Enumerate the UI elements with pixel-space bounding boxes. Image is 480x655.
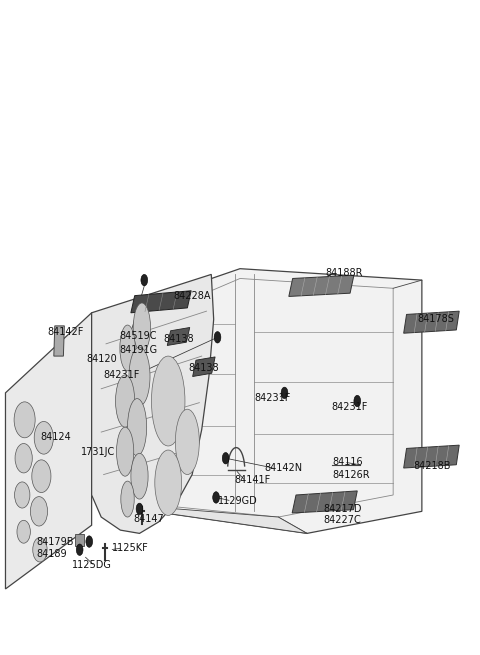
Text: 84189: 84189 <box>36 549 67 559</box>
Circle shape <box>14 402 35 438</box>
Text: 84191G: 84191G <box>120 345 157 354</box>
Ellipse shape <box>131 453 148 499</box>
Circle shape <box>136 503 143 515</box>
Text: 1125DG: 1125DG <box>72 560 111 571</box>
Polygon shape <box>136 506 307 533</box>
Circle shape <box>222 453 229 464</box>
Polygon shape <box>167 328 190 345</box>
Polygon shape <box>136 305 163 509</box>
Text: 84178S: 84178S <box>418 314 455 324</box>
Text: 84231F: 84231F <box>331 402 367 412</box>
Circle shape <box>354 396 360 407</box>
Text: 84124: 84124 <box>40 432 71 442</box>
Text: 84231F: 84231F <box>254 393 291 403</box>
Circle shape <box>86 536 93 548</box>
Circle shape <box>281 387 288 399</box>
Text: 84138: 84138 <box>189 364 219 373</box>
Polygon shape <box>136 269 422 533</box>
Circle shape <box>30 496 48 526</box>
Polygon shape <box>92 274 214 533</box>
Polygon shape <box>292 491 357 513</box>
Circle shape <box>76 544 83 555</box>
Polygon shape <box>5 313 92 589</box>
Circle shape <box>214 331 221 343</box>
Ellipse shape <box>175 409 199 475</box>
Circle shape <box>15 443 32 473</box>
Text: 84188R: 84188R <box>325 268 363 278</box>
Ellipse shape <box>155 450 181 515</box>
Text: 84519C: 84519C <box>120 331 157 341</box>
Polygon shape <box>404 445 459 468</box>
Circle shape <box>14 482 30 508</box>
Ellipse shape <box>116 375 135 427</box>
Polygon shape <box>404 311 459 333</box>
Circle shape <box>141 274 148 286</box>
Polygon shape <box>54 326 64 356</box>
Polygon shape <box>131 291 191 313</box>
Polygon shape <box>192 357 215 377</box>
Text: 84120: 84120 <box>86 354 117 364</box>
Text: 1129GD: 1129GD <box>217 496 257 506</box>
Ellipse shape <box>117 427 134 476</box>
Circle shape <box>17 520 30 543</box>
Ellipse shape <box>121 481 134 517</box>
Text: 84138: 84138 <box>163 334 194 344</box>
Text: 84141F: 84141F <box>234 476 271 485</box>
Text: 84116: 84116 <box>332 457 363 467</box>
Text: 1125KF: 1125KF <box>112 543 148 553</box>
Circle shape <box>213 492 219 503</box>
Circle shape <box>33 538 47 562</box>
FancyBboxPatch shape <box>75 534 84 546</box>
Text: 1731JC: 1731JC <box>81 447 115 457</box>
Text: 84179B: 84179B <box>36 536 74 546</box>
Circle shape <box>32 460 51 493</box>
Ellipse shape <box>120 325 135 371</box>
Text: 84218B: 84218B <box>413 461 451 472</box>
Polygon shape <box>289 275 354 297</box>
Text: 84228A: 84228A <box>173 291 211 301</box>
Text: 84217D: 84217D <box>324 504 362 514</box>
Ellipse shape <box>128 399 147 456</box>
Text: 84231F: 84231F <box>104 370 140 380</box>
Ellipse shape <box>152 356 185 446</box>
Circle shape <box>34 421 53 454</box>
Text: 84142F: 84142F <box>48 328 84 337</box>
Text: 84147: 84147 <box>134 514 165 525</box>
Ellipse shape <box>133 303 151 352</box>
Text: 84126R: 84126R <box>332 470 370 479</box>
Ellipse shape <box>129 347 150 406</box>
Text: 84142N: 84142N <box>264 463 302 473</box>
Text: 84227C: 84227C <box>324 515 361 525</box>
